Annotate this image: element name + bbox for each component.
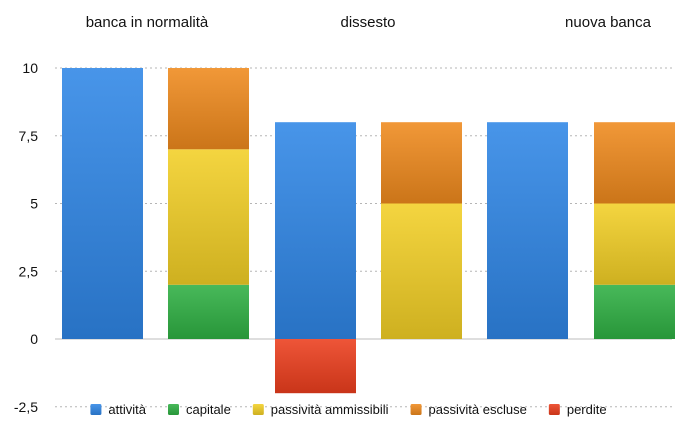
legend-label: passività ammissibili <box>271 402 389 417</box>
y-tick-label: 0 <box>30 331 38 347</box>
bar-segment-passivita-escluse <box>168 68 249 150</box>
legend-swatch <box>90 404 102 415</box>
legend-swatch <box>252 404 264 415</box>
bars-layer <box>62 68 675 394</box>
bar-segment-passivita-ammissibili <box>594 203 675 285</box>
legend-item: attività <box>90 402 147 417</box>
bar-stack <box>487 122 568 339</box>
bar-segment-capitale <box>168 284 249 339</box>
legend-swatch <box>167 404 179 415</box>
bar-stack <box>381 122 462 339</box>
legend-label: passività escluse <box>429 402 527 417</box>
y-tick-label: 10 <box>22 60 38 76</box>
legend-item: passività escluse <box>410 402 527 417</box>
bar-stack <box>168 68 249 339</box>
legend-item: capitale <box>167 402 231 417</box>
group-label: nuova banca <box>565 14 652 31</box>
bar-stack <box>275 122 356 394</box>
bar-segment-passivita-ammissibili <box>168 149 249 285</box>
grid-layer <box>55 67 672 408</box>
y-tick-label: 2,5 <box>19 263 39 279</box>
legend-item: perdite <box>548 402 607 417</box>
bar-segment-passivita-ammissibili <box>381 203 462 339</box>
legend-swatch <box>548 404 560 415</box>
legend-item: passività ammissibili <box>252 402 389 417</box>
y-tick-label: 5 <box>30 196 38 212</box>
legend-label: perdite <box>567 402 607 417</box>
bar-segment-passivita-escluse <box>594 122 675 204</box>
bar-segment-passivita-escluse <box>381 122 462 204</box>
bar-segment-capitale <box>594 284 675 339</box>
bar-stack <box>62 68 143 339</box>
legend: attività capitale passività ammissibili pas… <box>90 402 607 417</box>
bar-stack <box>594 122 675 339</box>
group-label: dissesto <box>340 14 395 31</box>
bar-segment-attivita <box>62 68 143 339</box>
legend-label: capitale <box>186 402 231 417</box>
group-labels: banca in normalità dissesto nuova banca <box>86 14 652 31</box>
group-label: banca in normalità <box>86 14 209 31</box>
legend-swatch <box>410 404 422 415</box>
legend-label: attività <box>108 402 146 417</box>
y-axis: 10 7,5 5 2,5 0 -2,5 <box>14 60 38 415</box>
y-tick-label: -2,5 <box>14 399 38 415</box>
bar-segment-attivita <box>487 122 568 339</box>
y-tick-label: 7,5 <box>19 128 39 144</box>
bar-segment-perdite <box>275 339 356 394</box>
bar-segment-attivita <box>275 122 356 339</box>
